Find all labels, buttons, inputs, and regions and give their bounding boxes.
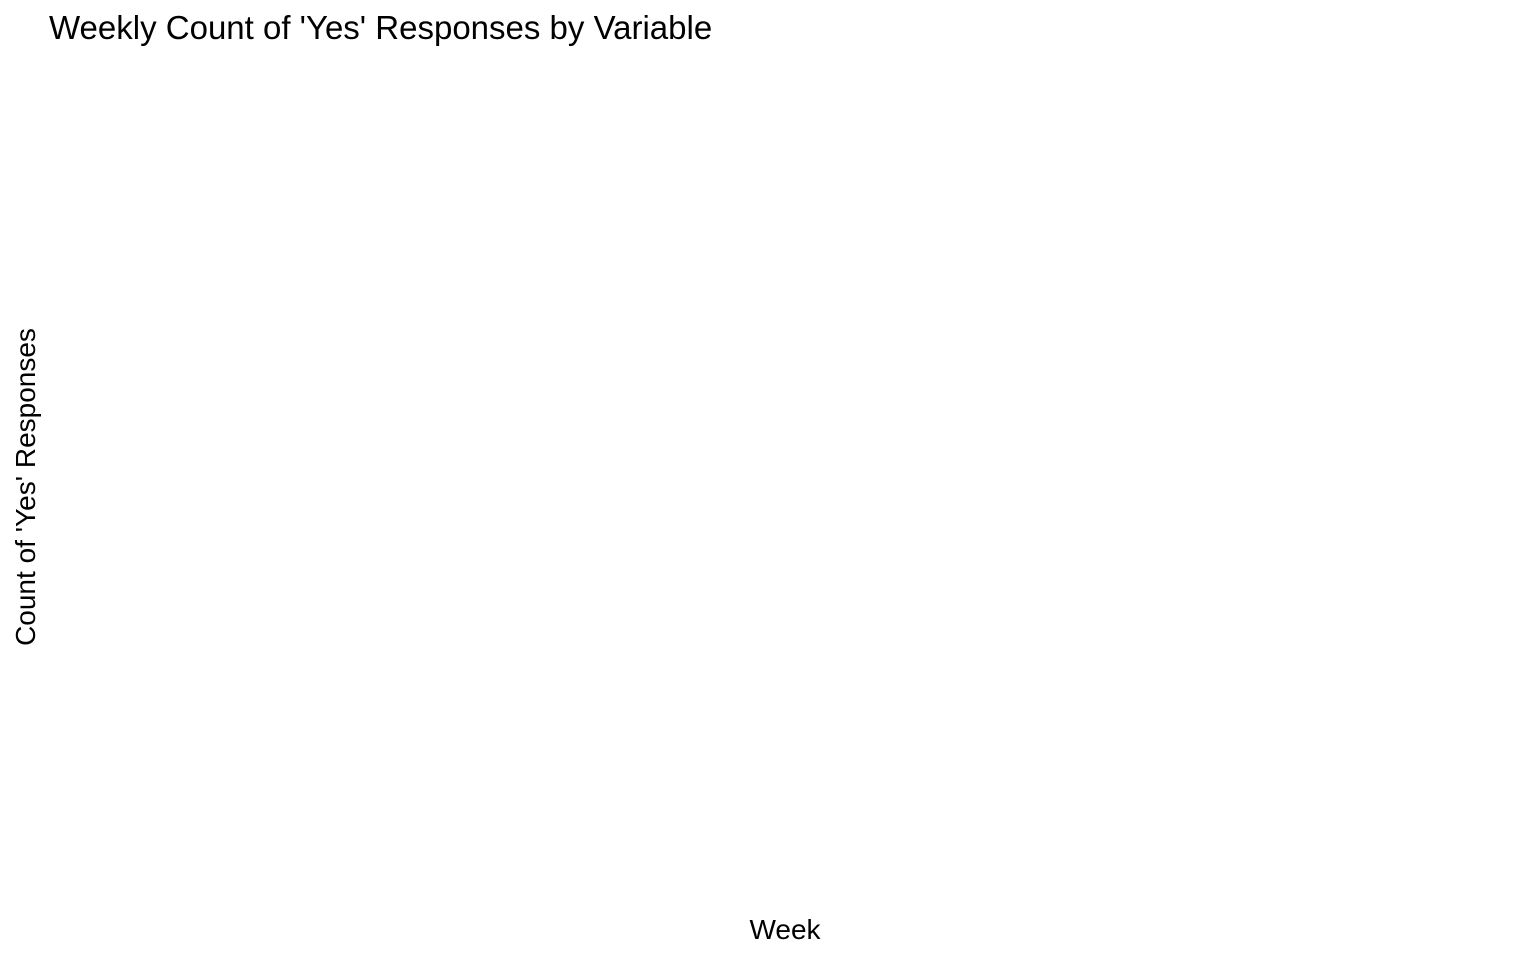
y-axis-label: Count of 'Yes' Responses [10,328,41,646]
plot-area [60,60,1510,905]
plot-svg [60,60,1510,905]
chart-title: Weekly Count of 'Yes' Responses by Varia… [49,9,713,46]
x-axis-label: Week [749,914,821,945]
